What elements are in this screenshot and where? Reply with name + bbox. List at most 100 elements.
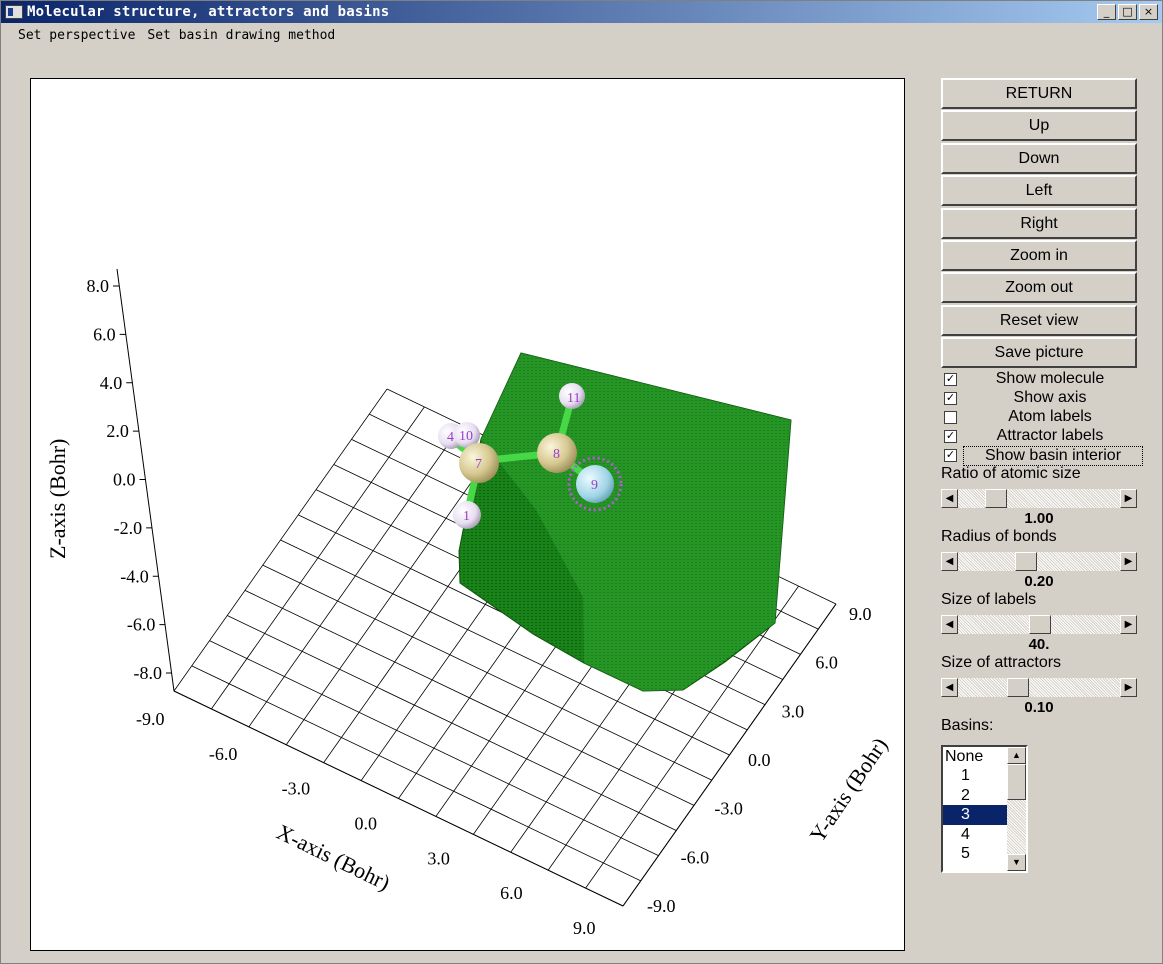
control-panel: RETURN Up Down Left Right Zoom in Zoom o… [941, 78, 1143, 873]
return-button[interactable]: RETURN [941, 78, 1137, 109]
z-tick-labels: 8.0 6.0 4.0 2.0 0.0 -2.0 -4.0 -6.0 -8.0 [87, 276, 163, 683]
slider-left-arrow-icon[interactable]: ◀ [941, 488, 958, 508]
size-labels-label: Size of labels [941, 590, 1037, 608]
scroll-down-arrow-icon[interactable]: ▼ [1007, 853, 1026, 871]
basins-listbox[interactable]: None 1 2 3 4 5 ▲ ▼ [941, 744, 1028, 873]
show-basin-interior-row[interactable]: ✓ Show basin interior [941, 445, 1143, 466]
attractor-labels-checkbox[interactable]: ✓ [944, 429, 957, 443]
z-tick-label: 0.0 [113, 470, 136, 490]
show-molecule-row[interactable]: ✓ Show molecule [941, 370, 1137, 389]
basin-item-5[interactable]: 5 [961, 845, 970, 863]
y-tick-label: -6.0 [681, 847, 710, 867]
z-tick-label: -8.0 [134, 663, 163, 683]
axis-lines [113, 268, 837, 907]
3d-viewport[interactable]: 8.0 6.0 4.0 2.0 0.0 -2.0 -4.0 -6.0 -8.0 -9.0 -6.0… [30, 78, 905, 951]
show-basin-interior-checkbox[interactable]: ✓ [944, 448, 957, 462]
ratio-atomic-size-slider[interactable]: ◀ ▶ [941, 488, 1137, 508]
scroll-thumb[interactable] [1007, 763, 1026, 800]
left-button[interactable]: Left [941, 175, 1137, 207]
basin-volume [458, 352, 792, 692]
right-button[interactable]: Right [941, 207, 1137, 239]
slider-thumb[interactable] [1029, 614, 1051, 634]
show-axis-label: Show axis [1013, 388, 1087, 406]
slider-thumb[interactable] [1015, 551, 1037, 571]
label-atom-8: 8 [553, 447, 560, 462]
title-bar[interactable]: Molecular structure, attractors and basi… [1, 1, 1162, 23]
size-labels-slider[interactable]: ◀ ▶ [941, 614, 1137, 634]
y-axis-title: Y-axis (Bohr) [804, 733, 892, 847]
app-icon [5, 5, 23, 19]
save-picture-button[interactable]: Save picture [941, 337, 1137, 369]
label-atom-1: 1 [463, 509, 470, 524]
radius-bonds-value: 0.20 [1024, 572, 1054, 590]
slider-right-arrow-icon[interactable]: ▶ [1120, 677, 1137, 697]
menu-set-perspective[interactable]: Set perspective [18, 27, 136, 43]
scroll-up-arrow-icon[interactable]: ▲ [1007, 746, 1026, 764]
up-button[interactable]: Up [941, 110, 1137, 142]
z-tick-label: -6.0 [127, 615, 156, 635]
z-tick-label: 8.0 [87, 276, 110, 296]
slider-right-arrow-icon[interactable]: ▶ [1120, 488, 1137, 508]
slider-thumb[interactable] [985, 488, 1007, 508]
basin-item-none[interactable]: None [945, 747, 984, 765]
x-tick-label: 3.0 [427, 848, 450, 868]
y-tick-label: 3.0 [782, 701, 805, 721]
atom-labels-checkbox[interactable] [944, 410, 957, 424]
y-tick-label: 9.0 [849, 604, 872, 624]
size-attractors-label: Size of attractors [941, 653, 1062, 671]
atom-9 [576, 465, 614, 503]
basin-item-2[interactable]: 2 [961, 786, 970, 804]
zoom-in-button[interactable]: Zoom in [941, 239, 1137, 271]
radius-bonds-slider[interactable]: ◀ ▶ [941, 551, 1137, 571]
slider-left-arrow-icon[interactable]: ◀ [941, 677, 958, 697]
basins-scrollbar[interactable]: ▲ ▼ [1007, 746, 1026, 871]
y-tick-label: 0.0 [748, 750, 771, 770]
x-tick-label: -9.0 [136, 709, 165, 729]
y-tick-labels: 9.0 6.0 3.0 0.0 -3.0 -6.0 -9.0 [647, 604, 872, 916]
zoom-out-button[interactable]: Zoom out [941, 272, 1137, 304]
x-tick-label: -6.0 [209, 744, 238, 764]
z-tick-label: 6.0 [93, 324, 116, 344]
molecule-plot[interactable]: 8.0 6.0 4.0 2.0 0.0 -2.0 -4.0 -6.0 -8.0 -9.0 -6.0… [31, 79, 904, 950]
atom-labels-row[interactable]: Atom labels [941, 408, 1137, 427]
attractor-labels-label: Attractor labels [996, 426, 1104, 444]
attractor-cloud [567, 456, 623, 512]
slider-left-arrow-icon[interactable]: ◀ [941, 551, 958, 571]
slider-thumb[interactable] [1007, 677, 1029, 697]
basin-item-3[interactable]: 3 [943, 805, 1008, 825]
down-button[interactable]: Down [941, 142, 1137, 174]
z-tick-label: 2.0 [106, 421, 129, 441]
show-basin-interior-label: Show basin interior [963, 445, 1143, 466]
size-attractors-slider[interactable]: ◀ ▶ [941, 677, 1137, 697]
atom-8 [537, 433, 577, 473]
attractor-labels-row[interactable]: ✓ Attractor labels [941, 427, 1137, 446]
label-atom-7: 7 [475, 457, 482, 472]
radius-bonds-label: Radius of bonds [941, 527, 1057, 545]
menu-set-basin-drawing-method[interactable]: Set basin drawing method [147, 27, 336, 43]
z-tick-label: 4.0 [100, 373, 123, 393]
x-tick-label: 6.0 [500, 883, 522, 903]
z-tick-label: -2.0 [114, 518, 143, 538]
basin-item-4[interactable]: 4 [961, 825, 970, 843]
y-tick-label: -3.0 [714, 799, 743, 819]
x-tick-labels: -9.0 -6.0 -3.0 0.0 3.0 6.0 9.0 [136, 709, 596, 938]
slider-right-arrow-icon[interactable]: ▶ [1120, 551, 1137, 571]
reset-view-button[interactable]: Reset view [941, 304, 1137, 336]
basin-item-1[interactable]: 1 [961, 767, 970, 785]
slider-left-arrow-icon[interactable]: ◀ [941, 614, 958, 634]
show-axis-checkbox[interactable]: ✓ [944, 391, 957, 405]
label-atom-10: 10 [459, 429, 473, 444]
y-tick-label: 6.0 [815, 653, 838, 673]
x-axis-line [173, 690, 624, 907]
ratio-atomic-size-value: 1.00 [1024, 509, 1054, 527]
label-atom-4: 4 [447, 430, 454, 445]
y-tick-label: -9.0 [647, 896, 676, 916]
x-tick-label: 0.0 [355, 814, 378, 834]
show-molecule-checkbox[interactable]: ✓ [944, 372, 957, 386]
close-button[interactable]: × [1139, 4, 1158, 20]
show-molecule-label: Show molecule [995, 369, 1105, 387]
minimize-button[interactable]: _ [1097, 4, 1116, 20]
maximize-button[interactable]: □ [1118, 4, 1137, 20]
slider-right-arrow-icon[interactable]: ▶ [1120, 614, 1137, 634]
show-axis-row[interactable]: ✓ Show axis [941, 389, 1137, 408]
